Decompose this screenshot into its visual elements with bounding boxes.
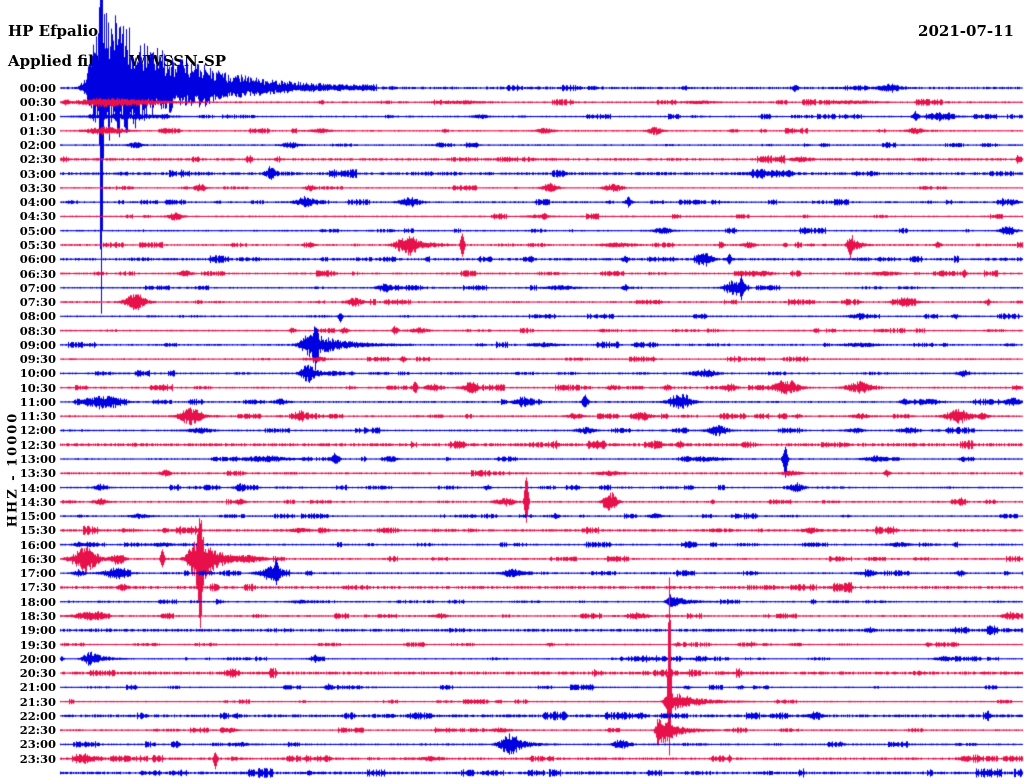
- seismogram-canvas: [0, 0, 1024, 780]
- helicorder-page: HP Efpalio 2021-07-11 Applied filter: WW…: [0, 0, 1024, 780]
